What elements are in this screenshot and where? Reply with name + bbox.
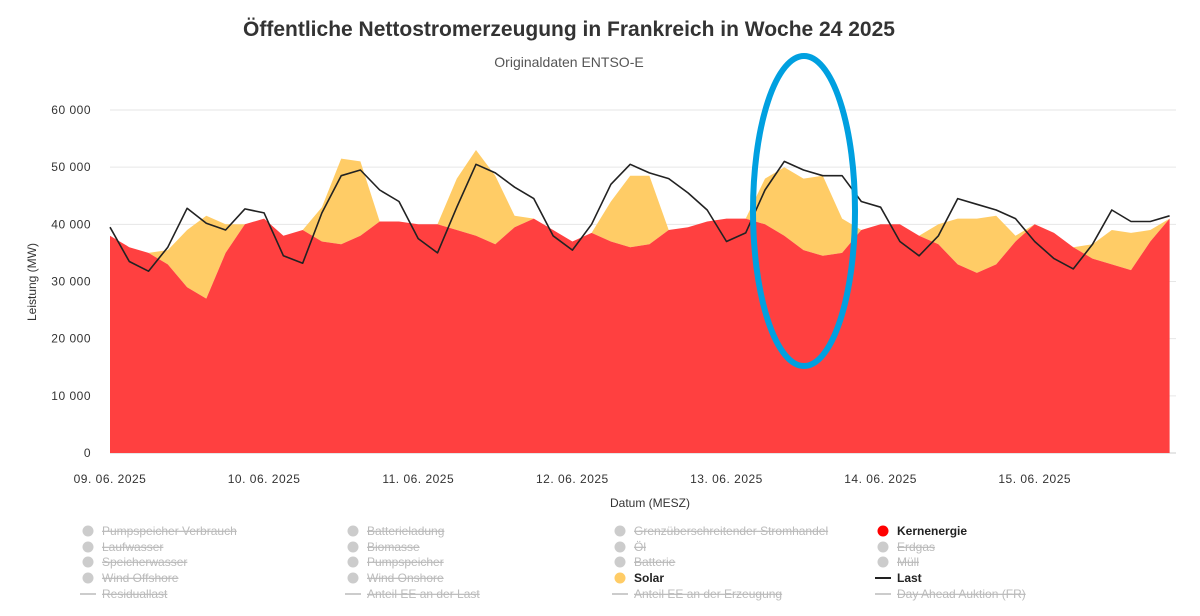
y-tick-label: 50 000: [51, 160, 91, 174]
legend-marker-dot: [82, 525, 94, 537]
y-tick-label: 0: [84, 446, 91, 460]
legend-label: Kernenergie: [897, 524, 967, 538]
legend-label: Speicherwasser: [102, 555, 187, 569]
legend-item[interactable]: Öl: [614, 540, 647, 554]
series-area-solar: [110, 150, 1170, 299]
series-area-kernenergie: [110, 218, 1170, 453]
x-axis: 09. 06. 2025 10. 06. 2025 11. 06. 2025 12. …: [74, 472, 1071, 486]
legend-label: Last: [897, 571, 922, 585]
legend-marker-dot: [347, 572, 359, 584]
legend-marker-dot: [82, 572, 94, 584]
legend-item[interactable]: Grenzüberschreitender Stromhandel: [614, 524, 829, 538]
legend-label: Residuallast: [102, 587, 168, 601]
legend-marker-dot: [82, 556, 94, 568]
chart-subtitle: Originaldaten ENTSO-E: [494, 54, 643, 70]
legend-marker-dot: [877, 556, 889, 568]
legend-label: Pumpspeicher: [367, 555, 444, 569]
legend-marker-dot: [347, 541, 359, 553]
legend-item[interactable]: Anteil EE an der Last: [345, 587, 480, 601]
legend-item[interactable]: Wind Offshore: [82, 571, 179, 585]
y-axis: 0 10 000 20 000 30 000 40 000 50 000 60 000: [51, 103, 91, 460]
legend-marker-dot: [614, 525, 626, 537]
legend-label: Laufwasser: [102, 540, 163, 554]
x-tick-label: 11. 06. 2025: [382, 472, 454, 486]
x-tick-label: 13. 06. 2025: [690, 472, 763, 486]
x-axis-title: Datum (MESZ): [610, 496, 690, 510]
y-tick-label: 60 000: [51, 103, 91, 117]
x-tick-label: 09. 06. 2025: [74, 472, 147, 486]
highlight-ellipse: [750, 53, 858, 369]
legend-item[interactable]: Müll: [877, 555, 920, 569]
plot-areas: [110, 150, 1170, 453]
y-axis-title: Leistung (MW): [25, 243, 39, 321]
legend-item[interactable]: Day Ahead Auktion (FR): [875, 587, 1026, 601]
legend-item[interactable]: Solar: [614, 571, 665, 585]
chart-title: Öffentliche Nettostromerzeugung in Frank…: [243, 18, 895, 41]
legend-marker-dot: [877, 541, 889, 553]
legend-item[interactable]: Biomasse: [347, 540, 421, 554]
y-tick-label: 10 000: [51, 389, 91, 403]
legend-label: Pumpspeicher Verbrauch: [102, 524, 237, 538]
legend-item[interactable]: Batterieladung: [347, 524, 445, 538]
legend-marker-dot: [82, 541, 94, 553]
legend-marker-dot: [347, 556, 359, 568]
legend-item[interactable]: Last: [875, 571, 922, 585]
legend-marker-dot: [347, 525, 359, 537]
legend-label: Erdgas: [897, 540, 935, 554]
x-tick-label: 15. 06. 2025: [998, 472, 1071, 486]
legend-label: Batterie: [634, 555, 676, 569]
legend-label: Anteil EE an der Erzeugung: [634, 587, 782, 601]
plot-lines: [109, 160, 1170, 273]
legend-label: Batterieladung: [367, 524, 444, 538]
legend-marker-dot: [614, 556, 626, 568]
legend-label: Biomasse: [367, 540, 420, 554]
highlight-annotation: [750, 53, 858, 369]
legend-label: Öl: [634, 540, 646, 554]
legend-marker-dot: [877, 525, 889, 537]
series-line-last: [109, 160, 1170, 273]
legend-item[interactable]: Pumpspeicher: [347, 555, 444, 569]
legend-label: Grenzüberschreitender Stromhandel: [634, 524, 828, 538]
legend-label: Solar: [634, 571, 664, 585]
legend: Pumpspeicher Verbrauch Batterieladung Gren…: [80, 524, 1026, 601]
legend-item[interactable]: Batterie: [614, 555, 676, 569]
legend-label: Wind Onshore: [367, 571, 444, 585]
legend-item[interactable]: Speicherwasser: [82, 555, 188, 569]
legend-item[interactable]: Kernenergie: [877, 524, 968, 538]
legend-item[interactable]: Wind Onshore: [347, 571, 445, 585]
legend-item[interactable]: Erdgas: [877, 540, 936, 554]
x-tick-label: 10. 06. 2025: [228, 472, 301, 486]
legend-marker-dot: [614, 572, 626, 584]
legend-label: Wind Offshore: [102, 571, 179, 585]
legend-label: Day Ahead Auktion (FR): [897, 587, 1026, 601]
legend-item[interactable]: Pumpspeicher Verbrauch: [82, 524, 237, 538]
legend-marker-dot: [614, 541, 626, 553]
x-tick-label: 14. 06. 2025: [844, 472, 917, 486]
legend-item[interactable]: Residuallast: [80, 587, 168, 601]
x-tick-label: 12. 06. 2025: [536, 472, 609, 486]
y-tick-label: 30 000: [51, 275, 91, 289]
legend-item[interactable]: Laufwasser: [82, 540, 164, 554]
y-tick-label: 20 000: [51, 332, 91, 346]
legend-item[interactable]: Anteil EE an der Erzeugung: [612, 587, 782, 601]
legend-label: Müll: [897, 555, 919, 569]
y-tick-label: 40 000: [51, 217, 91, 231]
legend-label: Anteil EE an der Last: [367, 587, 480, 601]
